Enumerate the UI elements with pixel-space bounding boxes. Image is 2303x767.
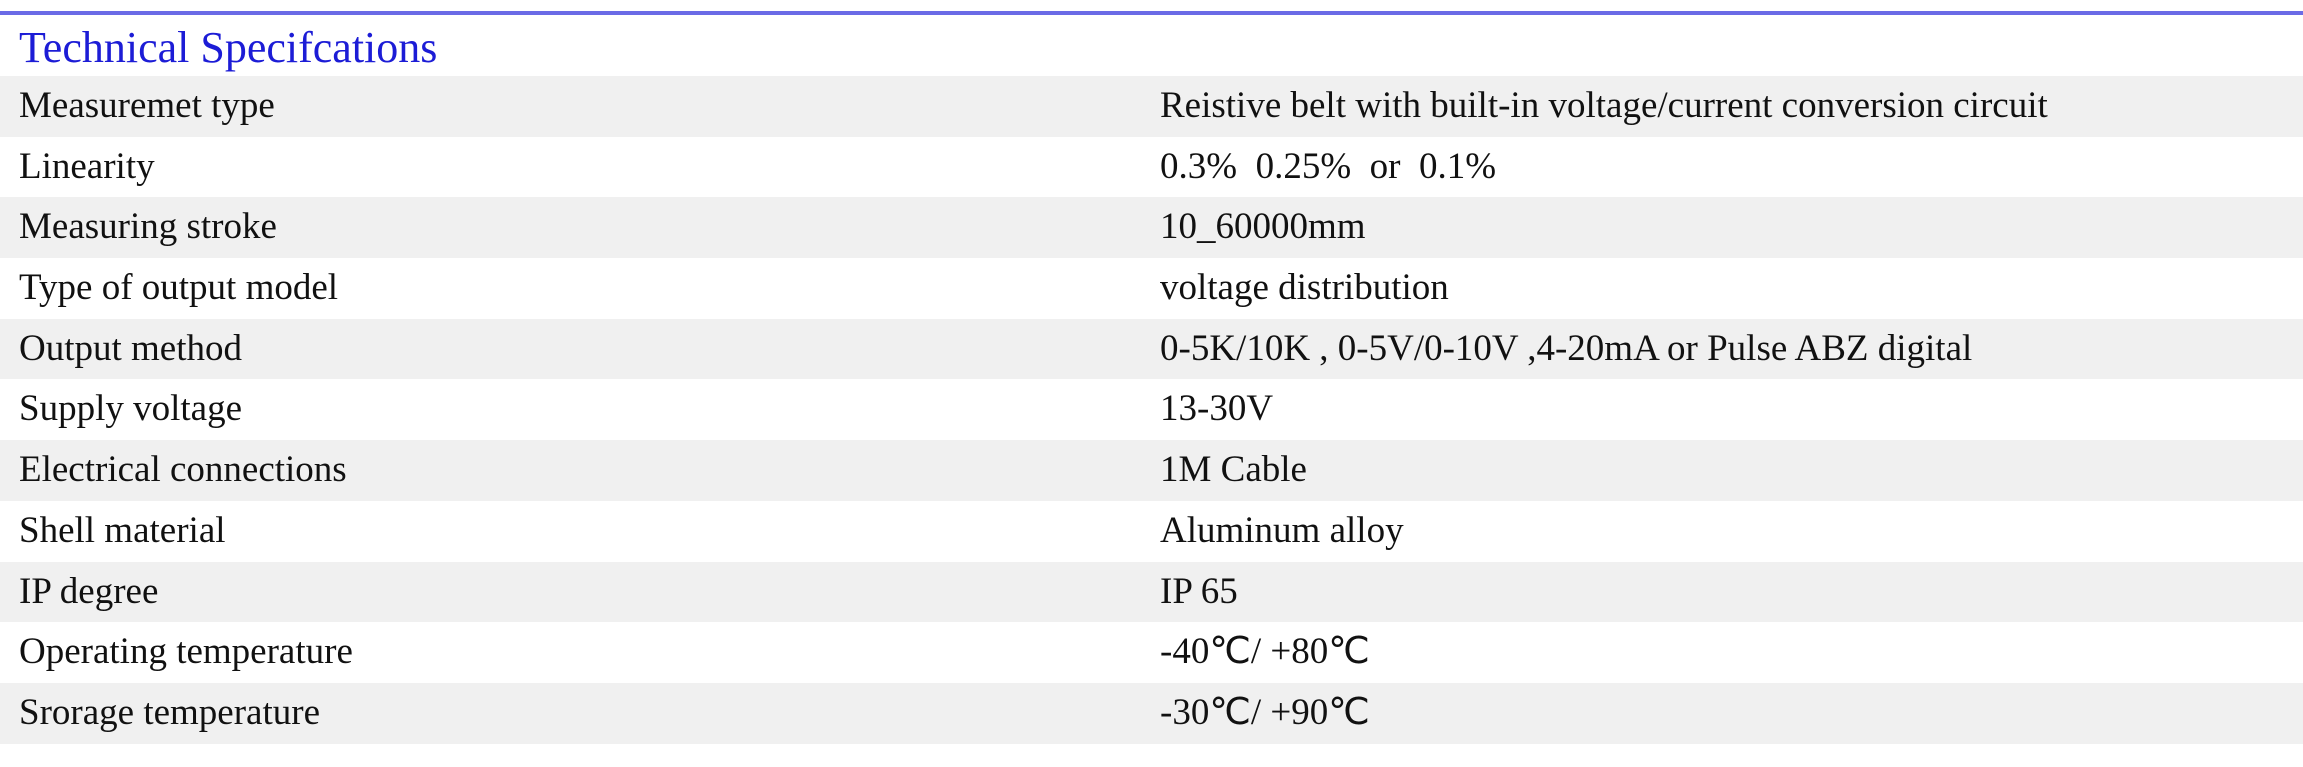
top-rule	[0, 11, 2303, 15]
spec-value: voltage distribution	[1160, 267, 1449, 309]
spec-label: Linearity	[19, 145, 155, 187]
spec-label: Shell material	[19, 509, 226, 551]
spec-row: Linearity 0.3% 0.25% or 0.1%	[0, 137, 2303, 198]
spec-row: Measuring stroke 10_60000mm	[0, 197, 2303, 259]
spec-row: Output method 0-5K/10K , 0-5V/0-10V ,4-20…	[0, 318, 2303, 380]
section-title: Technical Specifcations	[19, 23, 438, 72]
spec-row: Srorage temperature -30℃/ +90℃	[0, 682, 2303, 744]
spec-label: Operating temperature	[19, 631, 353, 673]
spec-label: IP degree	[19, 570, 159, 612]
spec-row: Measuremet type Reistive belt with built-…	[0, 76, 2303, 137]
spec-label: Output method	[19, 327, 243, 369]
spec-value: IP 65	[1160, 570, 1238, 612]
spec-value: -30℃/ +90℃	[1160, 691, 1370, 733]
spec-value: -40℃/ +80℃	[1160, 631, 1370, 673]
spec-label: Measuremet type	[19, 85, 275, 126]
spec-row: IP degree IP 65	[0, 561, 2303, 623]
spec-table: Measuremet type Reistive belt with built-…	[0, 76, 2303, 744]
spec-label: Supply voltage	[19, 388, 243, 430]
spec-value: 10_60000mm	[1160, 206, 1366, 248]
spec-value: 13-30V	[1160, 388, 1274, 430]
spec-value: Aluminum alloy	[1160, 509, 1404, 551]
spec-label: Measuring stroke	[19, 206, 277, 248]
spec-row: Operating temperature -40℃/ +80℃	[0, 622, 2303, 683]
spec-value: Reistive belt with built-in voltage/curr…	[1160, 85, 2048, 126]
spec-row: Shell material Aluminum alloy	[0, 501, 2303, 562]
spec-value: 1M Cable	[1160, 449, 1307, 491]
spec-label: Type of output model	[19, 267, 339, 309]
spec-label: Electrical connections	[19, 449, 347, 491]
spec-row: Electrical connections 1M Cable	[0, 440, 2303, 501]
spec-label: Srorage temperature	[19, 691, 320, 733]
spec-row: Type of output model voltage distribution	[0, 258, 2303, 319]
spec-row: Supply voltage 13-30V	[0, 379, 2303, 440]
spec-value: 0.3% 0.25% or 0.1%	[1160, 145, 1497, 187]
spec-value: 0-5K/10K , 0-5V/0-10V ,4-20mA or Pulse A…	[1160, 327, 1973, 369]
